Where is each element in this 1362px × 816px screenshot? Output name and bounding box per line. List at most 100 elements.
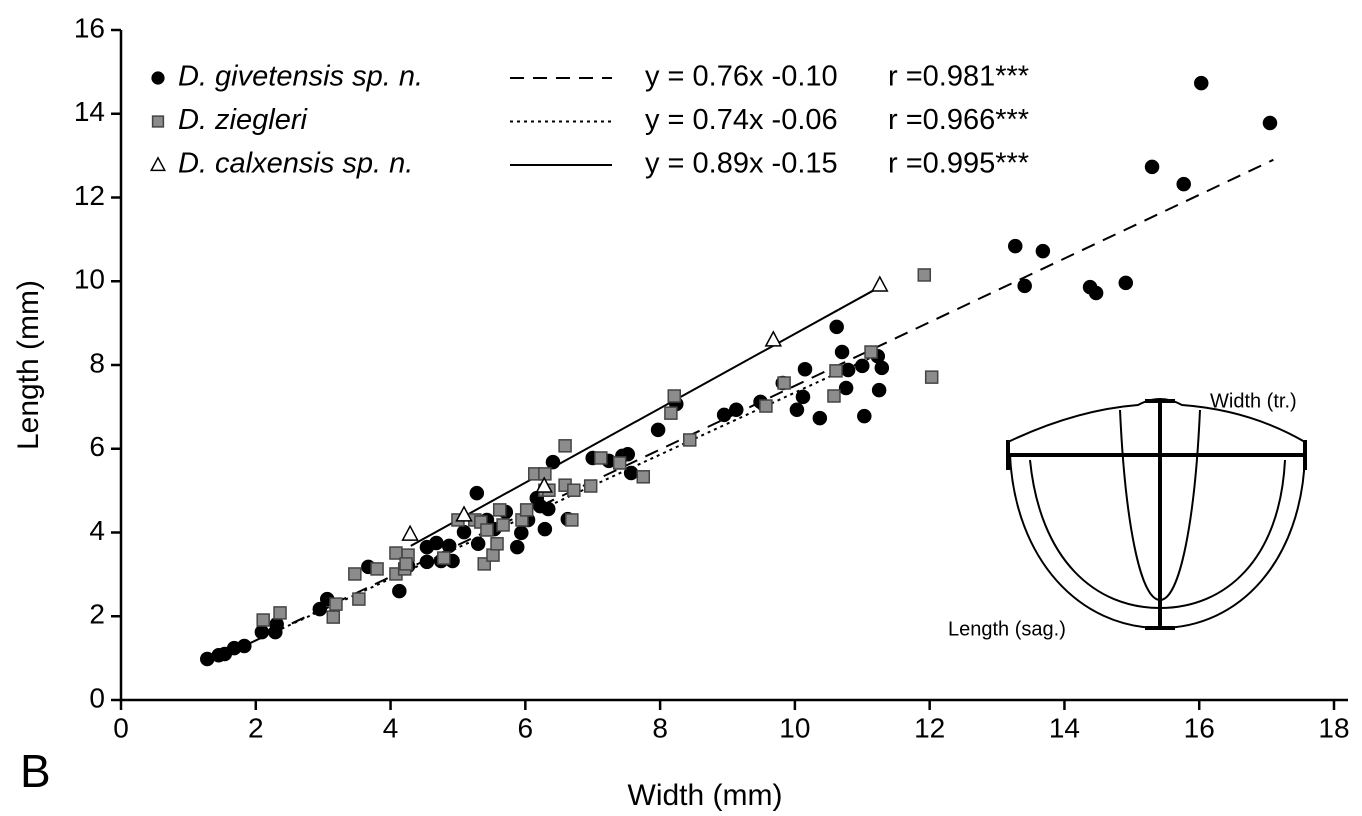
x-tick-label: 6 <box>518 712 534 743</box>
point <box>812 410 828 426</box>
x-tick-label: 16 <box>1184 712 1215 743</box>
point <box>399 557 413 571</box>
point <box>777 376 791 390</box>
point <box>540 501 556 517</box>
point <box>545 454 561 470</box>
point <box>480 523 494 537</box>
point <box>917 268 932 282</box>
point <box>437 551 451 565</box>
panel-label: B <box>20 745 51 797</box>
y-tick-label: 6 <box>89 431 105 462</box>
point <box>857 408 872 424</box>
legend-r: r =0.966*** <box>888 104 1029 136</box>
y-tick-label: 14 <box>74 96 105 127</box>
legend-equation: y = 0.74x -0.06 <box>645 104 838 136</box>
x-tick-label: 8 <box>652 712 668 743</box>
point <box>1118 275 1134 291</box>
x-tick-label: 14 <box>1049 712 1080 743</box>
legend-r: r =0.995*** <box>888 148 1029 180</box>
point <box>583 479 598 493</box>
point <box>871 275 889 292</box>
point <box>716 407 732 423</box>
point <box>650 422 666 438</box>
point <box>237 638 252 654</box>
point <box>273 606 287 620</box>
legend-entry: D. givetensis sp. n. y = 0.76x -0.10 r =0.… <box>151 61 1029 93</box>
point <box>401 524 419 541</box>
point <box>924 370 939 384</box>
legend-marker <box>149 156 167 172</box>
shell-outline <box>1029 459 1286 610</box>
x-tick-label: 0 <box>113 712 129 743</box>
point <box>326 610 341 624</box>
legend-entry: D. calxensis sp. n. y = 0.89x -0.15 r =0.9… <box>149 148 1029 180</box>
point <box>352 592 366 606</box>
point <box>855 358 870 374</box>
point <box>834 344 850 360</box>
point <box>1144 159 1160 175</box>
point <box>486 548 500 562</box>
point <box>594 451 608 465</box>
inset-label: Length (sag.) <box>948 618 1066 640</box>
legend-marker <box>151 115 165 128</box>
y-tick-label: 2 <box>89 599 105 630</box>
x-tick-label: 12 <box>914 712 945 743</box>
legend-label: D. ziegleri <box>178 104 308 136</box>
point <box>1262 115 1278 131</box>
point <box>623 465 639 481</box>
point <box>871 382 887 398</box>
point <box>759 399 773 413</box>
point <box>789 402 805 418</box>
x-tick-label: 2 <box>248 712 264 743</box>
y-tick-label: 8 <box>89 347 105 378</box>
point <box>535 476 553 493</box>
legend-label: D. givetensis sp. n. <box>178 61 423 93</box>
fit-line <box>410 284 883 547</box>
point <box>1008 238 1023 254</box>
point <box>565 513 579 527</box>
x-tick-label: 4 <box>383 712 399 743</box>
point <box>795 389 811 405</box>
point <box>269 616 284 632</box>
inset-label: Width (tr.) <box>1210 390 1297 412</box>
legend-entry: D. ziegleri y = 0.74x -0.06 r =0.966*** <box>151 104 1029 136</box>
point <box>519 503 534 517</box>
y-tick-label: 10 <box>74 264 105 295</box>
point <box>492 503 507 517</box>
point <box>441 538 457 554</box>
x-tick-label: 18 <box>1318 712 1349 743</box>
point <box>729 402 744 418</box>
point <box>348 567 362 581</box>
point <box>567 483 581 497</box>
point <box>496 518 510 532</box>
point <box>797 361 813 377</box>
point <box>370 562 384 576</box>
point <box>664 406 678 420</box>
point <box>558 439 572 453</box>
point <box>254 624 270 640</box>
point <box>455 505 473 522</box>
point <box>1017 278 1032 294</box>
point <box>509 539 525 555</box>
legend-marker <box>151 71 165 85</box>
point <box>470 536 486 552</box>
point <box>1193 75 1209 91</box>
point <box>840 362 856 378</box>
point <box>329 597 343 611</box>
point <box>764 330 783 347</box>
x-tick-label: 10 <box>779 712 810 743</box>
point <box>429 535 444 551</box>
x-axis-title: Width (mm) <box>628 779 783 812</box>
point <box>838 380 854 396</box>
y-tick-label: 16 <box>74 12 105 43</box>
point <box>829 364 843 378</box>
point <box>1176 176 1191 192</box>
point <box>874 360 890 376</box>
point <box>456 524 472 540</box>
point <box>612 456 627 470</box>
point <box>864 345 878 359</box>
point <box>827 389 841 403</box>
y-tick-label: 12 <box>74 180 105 211</box>
